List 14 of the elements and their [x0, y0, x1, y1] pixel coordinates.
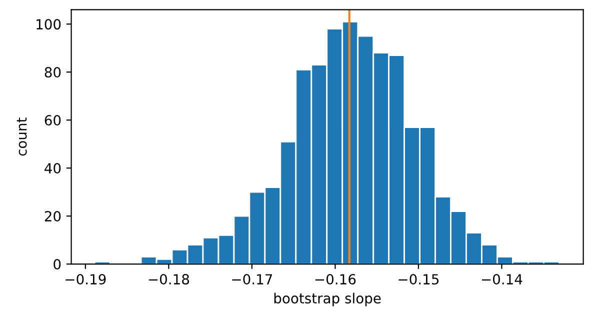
- y-tick-label: 20: [44, 211, 61, 222]
- x-axis-title: bootstrap slope: [274, 292, 381, 306]
- y-tick-label: 0: [54, 259, 61, 270]
- x-tick-label: −0.15: [398, 274, 439, 285]
- y-tick-label: 80: [44, 67, 61, 78]
- y-axis-title: count: [16, 118, 27, 156]
- x-tick-label: −0.18: [148, 274, 190, 285]
- y-tick-label: 40: [44, 163, 61, 174]
- y-tick-label: 60: [44, 115, 61, 126]
- x-tick-label: −0.16: [315, 274, 356, 285]
- x-tick-label: −0.17: [232, 274, 272, 285]
- y-tick-label: 100: [36, 19, 61, 30]
- x-tick-label: −0.19: [66, 274, 106, 285]
- x-tick-label: −0.14: [482, 274, 522, 285]
